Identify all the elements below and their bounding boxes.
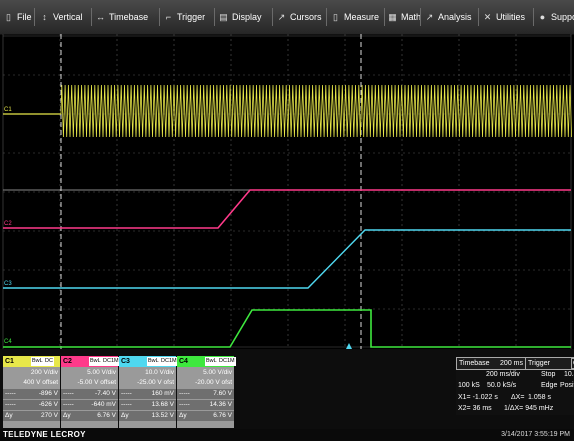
descriptor-header: C3 BwL DC1M <box>119 356 178 367</box>
timebase-trigger-panel: Timebase 200 ms Trigger C3 200 ms/div St… <box>456 357 574 415</box>
status-footer: TELEDYNE LECROY 3/14/2017 3:55:19 PM <box>0 429 574 441</box>
c3-waveform <box>3 229 571 289</box>
offset-value: -20.00 V ofst <box>195 379 232 386</box>
offset-value: -25.00 V ofst <box>137 379 174 386</box>
volts-per-div: 5.00 V/div <box>203 369 232 376</box>
vertical-arrows-icon: ↕ <box>42 12 47 22</box>
volts-per-div: 10.0 V/div <box>145 369 174 376</box>
timebase-box[interactable]: Timebase 200 ms <box>456 357 526 370</box>
c3-descriptor[interactable]: C3 BwL DC1M 10.0 V/div -25.00 V ofst ----- 160… <box>119 356 178 428</box>
trigger-position-marker[interactable] <box>346 343 352 349</box>
channel-id: C1 <box>5 358 14 365</box>
c2-waveform <box>3 189 571 229</box>
bandwidth-limit-tag: BwL <box>205 357 218 366</box>
channel-id: C4 <box>179 358 188 365</box>
menu-bar: ▯ File ↕ Vertical ↔ Timebase ⌐ Trigger ▤ Disp… <box>0 0 574 35</box>
volts-per-div: 200 V/div <box>30 369 58 376</box>
c4-waveform <box>3 309 571 348</box>
coupling-tag: DC1M <box>160 357 178 366</box>
bandwidth-limit-tag: BwL <box>89 357 102 366</box>
horizontal-arrows-icon: ↔ <box>96 12 105 22</box>
cursor-icon: ↗ <box>277 12 286 22</box>
c3-marker[interactable]: C3 <box>4 281 12 287</box>
trigger-box[interactable]: Trigger C3 <box>525 357 574 370</box>
c1-descriptor[interactable]: C1 BwL DC 200 V/div 400 V offset ----- -896 V-… <box>3 356 60 428</box>
waveform-grid[interactable]: C1 C2 C3 C4 <box>0 34 574 349</box>
file-icon: ▯ <box>6 12 11 22</box>
brand-logo: TELEDYNE LECROY <box>3 430 86 439</box>
support-icon: ● <box>539 12 546 22</box>
c4-marker[interactable]: C4 <box>4 339 12 345</box>
coupling-tag: DC <box>44 357 54 366</box>
menu-analysis[interactable]: ↗ Analysis <box>424 10 472 25</box>
bandwidth-limit-tag: BwL <box>147 357 160 366</box>
cursor2-value: -640 mV <box>91 401 116 408</box>
descriptor-header: C1 BwL DC <box>3 356 60 367</box>
menu-timebase[interactable]: ↔ Timebase <box>95 10 148 25</box>
analysis-icon: ↗ <box>425 12 434 22</box>
graticule <box>2 34 572 349</box>
c1-marker[interactable]: C1 <box>4 107 12 113</box>
menu-vertical[interactable]: ↕ Vertical <box>39 10 82 25</box>
cursor1-value: -7.40 V <box>95 390 116 397</box>
menu-cursors[interactable]: ↗ Cursors <box>276 10 322 25</box>
date-time: 3/14/2017 3:55:19 PM <box>501 431 570 438</box>
cursor2-value: 14.36 V <box>209 401 232 408</box>
coupling-tag: DC1M <box>102 357 120 366</box>
c2-descriptor[interactable]: C2 BwL DC1M 5.00 V/div -5.00 V offset ----- -7… <box>61 356 120 428</box>
cursor1-value: 160 mV <box>151 390 174 397</box>
cursor2-value: -626 V <box>38 401 58 408</box>
c1-waveform <box>60 84 572 138</box>
menu-support[interactable]: ●Support <box>537 10 574 25</box>
utilities-icon: ✕ <box>483 12 492 22</box>
delta-y-value: 6.76 V <box>97 412 116 419</box>
channel-id: C2 <box>63 358 72 365</box>
c4-descriptor[interactable]: C4 BwL DC1M 5.00 V/div -20.00 V ofst ----- 7.6… <box>177 356 236 428</box>
c2-marker[interactable]: C2 <box>4 221 12 227</box>
channel-id: C3 <box>121 358 130 365</box>
display-icon: ▤ <box>219 12 228 22</box>
menu-utilities[interactable]: ✕ Utilities <box>482 10 525 25</box>
descriptor-header: C4 BwL DC1M <box>177 356 236 367</box>
bandwidth-limit-tag: BwL <box>31 357 44 366</box>
menu-trigger[interactable]: ⌐ Trigger <box>163 10 205 25</box>
delta-y-value: 13.52 V <box>151 412 174 419</box>
descriptor-header: C2 BwL DC1M <box>61 356 120 367</box>
delta-y-value: 6.76 V <box>213 412 232 419</box>
delta-y-value: 270 V <box>41 412 58 419</box>
coupling-tag: DC1M <box>218 357 236 366</box>
cursor1-value: -896 V <box>38 390 58 397</box>
volts-per-div: 5.00 V/div <box>87 369 116 376</box>
offset-value: -5.00 V offset <box>77 379 116 386</box>
math-icon: ▦ <box>388 12 397 22</box>
menu-file[interactable]: ▯ File <box>3 10 32 25</box>
trigger-icon: ⌐ <box>165 12 172 22</box>
cursor2-value: 13.68 V <box>151 401 174 408</box>
menu-math[interactable]: ▦ Math <box>387 10 421 25</box>
measure-icon: ▯ <box>333 12 338 22</box>
menu-measure[interactable]: ▯ Measure <box>330 10 379 25</box>
offset-value: 400 V offset <box>23 379 58 386</box>
cursor1-value: 7.60 V <box>213 390 232 397</box>
menu-display[interactable]: ▤ Display <box>218 10 261 25</box>
